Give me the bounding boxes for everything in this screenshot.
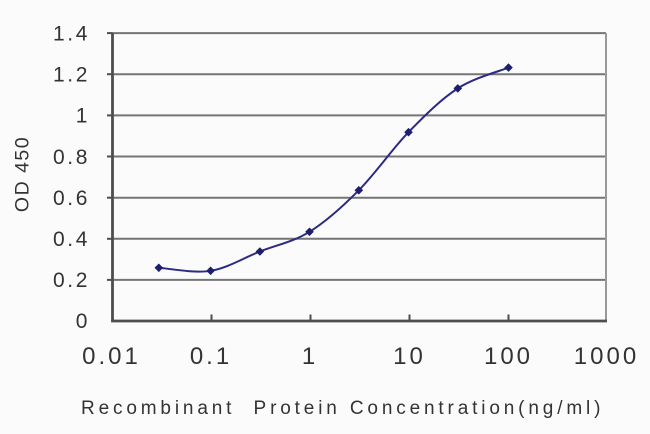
svg-text:0.6: 0.6 [53,187,90,210]
svg-text:1000: 1000 [574,343,639,370]
svg-text:1: 1 [302,343,318,370]
svg-text:1: 1 [76,105,90,128]
svg-text:0.2: 0.2 [53,269,90,292]
svg-text:Recombinant Protein Concentra: Recombinant Protein Concentration(ng/ml) [81,398,604,419]
svg-text:0.1: 0.1 [190,343,232,370]
svg-text:0.4: 0.4 [53,228,90,251]
svg-text:0.8: 0.8 [53,146,90,169]
svg-text:10: 10 [393,343,426,370]
svg-text:1.2: 1.2 [53,64,90,87]
svg-text:0.01: 0.01 [82,343,141,370]
svg-text:100: 100 [484,343,533,370]
svg-text:0: 0 [76,310,90,333]
svg-text:OD 450: OD 450 [12,136,34,212]
svg-text:1.4: 1.4 [53,22,90,45]
